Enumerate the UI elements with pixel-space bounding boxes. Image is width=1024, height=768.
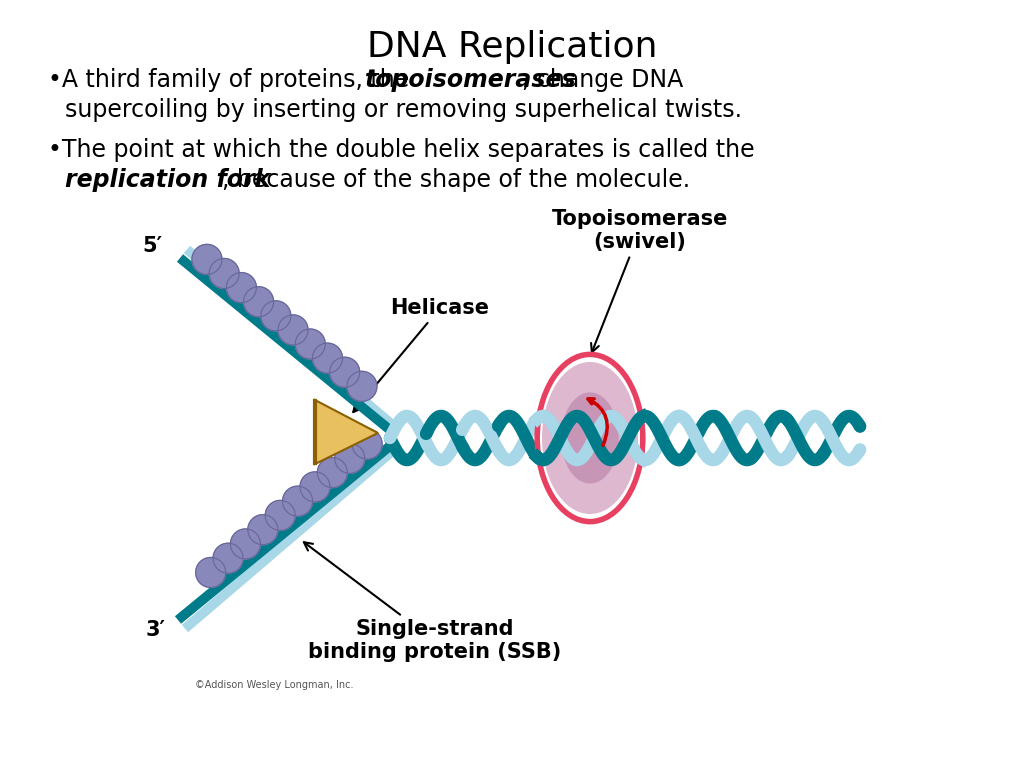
Text: Helicase: Helicase — [353, 298, 489, 412]
Circle shape — [300, 472, 330, 502]
Text: , because of the shape of the molecule.: , because of the shape of the molecule. — [222, 168, 690, 192]
Text: topoisomerases: topoisomerases — [365, 68, 577, 92]
Text: •A third family of proteins, the: •A third family of proteins, the — [48, 68, 417, 92]
Circle shape — [248, 515, 278, 545]
Circle shape — [191, 244, 222, 274]
Text: replication fork: replication fork — [65, 168, 270, 192]
Text: supercoiling by inserting or removing superhelical twists.: supercoiling by inserting or removing su… — [65, 98, 742, 122]
Circle shape — [226, 273, 256, 303]
Circle shape — [279, 315, 308, 345]
Circle shape — [295, 329, 326, 359]
Circle shape — [283, 486, 312, 516]
Circle shape — [335, 443, 365, 473]
Text: Single-strand
binding protein (SSB): Single-strand binding protein (SSB) — [304, 542, 561, 662]
Circle shape — [347, 371, 377, 402]
Circle shape — [330, 357, 359, 387]
Text: , change DNA: , change DNA — [522, 68, 683, 92]
Ellipse shape — [561, 392, 618, 484]
Circle shape — [317, 458, 347, 488]
Circle shape — [352, 429, 382, 459]
Text: DNA Replication: DNA Replication — [367, 30, 657, 64]
Circle shape — [244, 286, 273, 316]
Circle shape — [261, 301, 291, 331]
Text: •The point at which the double helix separates is called the: •The point at which the double helix sep… — [48, 138, 755, 162]
Circle shape — [312, 343, 342, 373]
Circle shape — [196, 558, 225, 588]
Circle shape — [209, 259, 240, 289]
Text: Topoisomerase
(swivel): Topoisomerase (swivel) — [552, 209, 728, 353]
Ellipse shape — [542, 362, 638, 514]
Circle shape — [265, 501, 295, 531]
Polygon shape — [315, 400, 378, 464]
Text: 3′: 3′ — [146, 620, 166, 640]
Circle shape — [230, 529, 260, 559]
Text: 5′: 5′ — [142, 236, 162, 256]
Text: ©Addison Wesley Longman, Inc.: ©Addison Wesley Longman, Inc. — [195, 680, 353, 690]
Circle shape — [213, 543, 243, 573]
